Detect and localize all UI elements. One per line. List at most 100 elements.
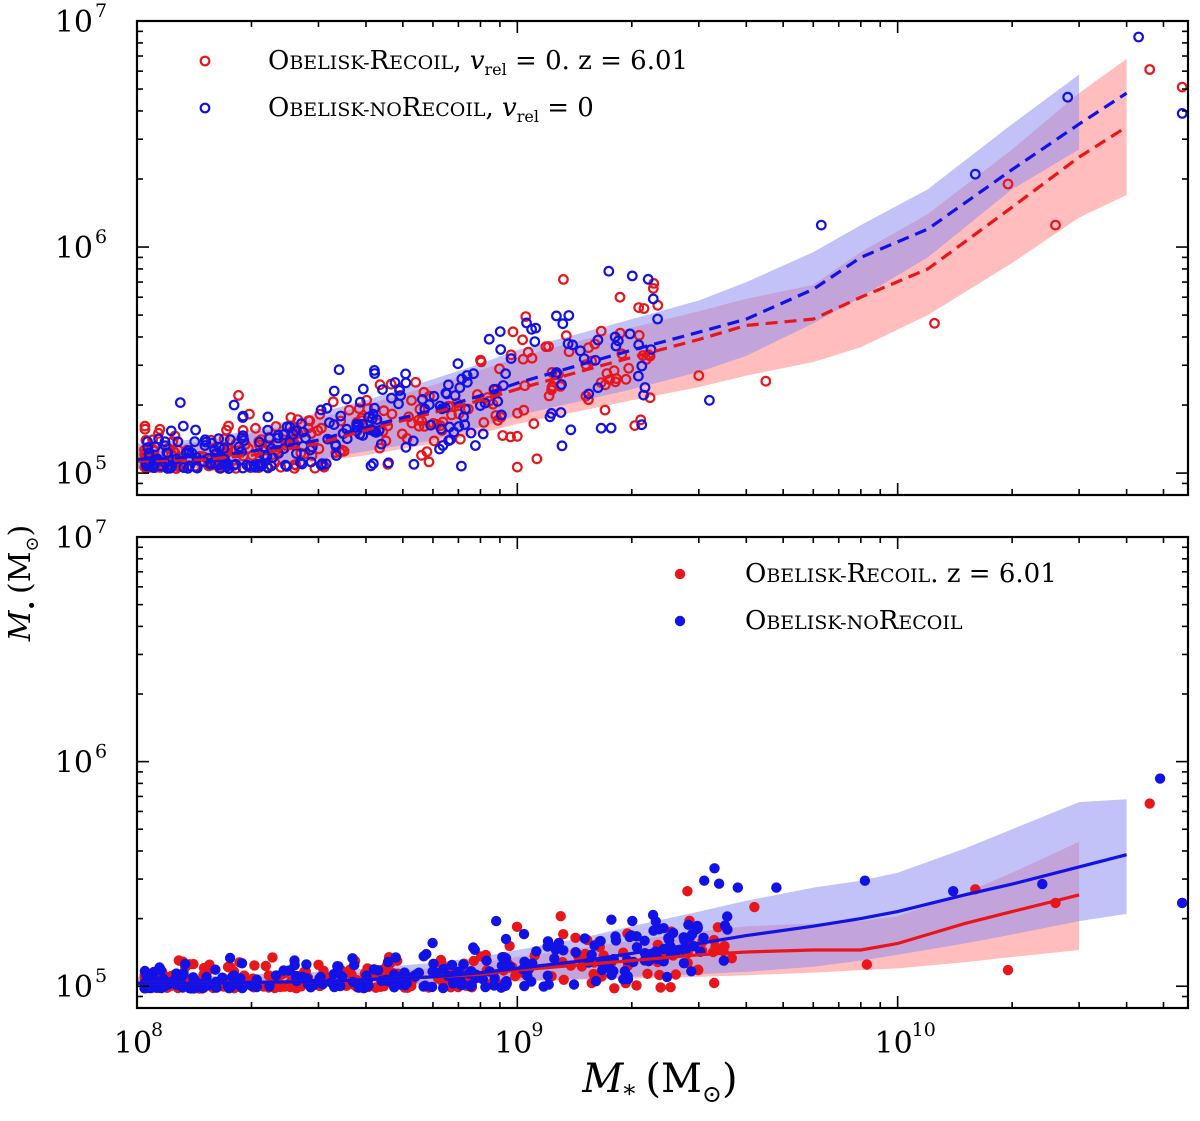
top-norecoil-point <box>500 368 512 380</box>
top-norecoil-point <box>369 365 380 376</box>
bottom-norecoil-point <box>713 878 725 889</box>
top-recoil-point <box>361 394 373 406</box>
top-legend: OBELISK-RECOIL, vrel = 0. z = 6.01 OBELIS… <box>199 46 688 126</box>
bottom-norecoil-point <box>661 971 673 983</box>
top-norecoil-point <box>159 436 171 448</box>
bottom-recoil-point <box>655 982 666 993</box>
top-norecoil-point <box>425 419 437 431</box>
bottom-norecoil-point <box>610 931 621 942</box>
bottom-norecoil-point <box>542 970 553 981</box>
bottom-norecoil-point <box>446 959 458 971</box>
bottom-norecoil-point <box>627 915 638 927</box>
bottom-norecoil-point <box>531 946 542 957</box>
top-plot-area <box>137 31 1188 475</box>
top-norecoil-point <box>563 310 575 321</box>
top-y-tick-label: 10 <box>55 231 93 266</box>
top-recoil-point <box>406 417 418 429</box>
top-recoil-outlier <box>693 370 705 382</box>
bottom-norecoil-point <box>451 976 462 987</box>
top-norecoil-point <box>224 434 236 446</box>
top-recoil-point <box>647 283 659 294</box>
top-norecoil-point <box>357 383 369 395</box>
bottom-recoil-point <box>609 983 620 994</box>
top-norecoil-point <box>636 360 648 372</box>
bottom-norecoil-point <box>606 969 617 981</box>
svg-text:M•(M⊙): M•(M⊙) <box>3 525 43 643</box>
top-norecoil-point <box>636 419 648 431</box>
top-norecoil-point <box>470 440 481 451</box>
bottom-legend-label-recoil: OBELISK-RECOIL. z = 6.01 <box>745 559 1057 589</box>
top-recoil-point <box>490 410 502 421</box>
top-recoil-outlier <box>1144 64 1156 75</box>
top-norecoil-point <box>142 442 154 453</box>
top-recoil-outlier <box>1050 219 1061 231</box>
top-norecoil-point <box>639 382 651 393</box>
bottom-norecoil-outlier <box>948 886 959 897</box>
top-norecoil-point <box>383 457 394 469</box>
top-norecoil-outlier <box>1176 107 1188 119</box>
top-norecoil-point <box>496 409 507 421</box>
bottom-recoil-outlier <box>1144 798 1155 809</box>
bottom-recoil-point <box>222 961 234 973</box>
bottom-norecoil-point <box>236 958 248 969</box>
bottom-recoil-outlier <box>1002 964 1014 976</box>
top-recoil-point <box>511 430 523 442</box>
bottom-norecoil-point <box>678 958 690 969</box>
bottom-norecoil-outlier <box>709 863 720 874</box>
top-y-tick-label: 10 <box>55 5 93 40</box>
x-tick-exponent: 8 <box>151 1019 163 1041</box>
bottom-norecoil-point <box>499 979 510 990</box>
top-norecoil-outlier <box>704 394 715 406</box>
top-recoil-point <box>223 420 234 432</box>
top-norecoil-point <box>386 392 397 404</box>
top-recoil-point <box>478 417 490 428</box>
top-recoil-point <box>416 449 427 461</box>
bottom-norecoil-outlier <box>491 915 502 927</box>
y-axis-label: M•(M⊙) <box>3 525 43 643</box>
top-norecoil-point <box>408 458 420 470</box>
bottom-norecoil-point <box>639 935 650 946</box>
top-norecoil-point <box>452 358 464 370</box>
bottom-norecoil-point <box>648 925 659 936</box>
top-recoil-point <box>633 302 645 314</box>
top-recoil-point <box>546 382 558 393</box>
bottom-recoil-point <box>263 970 274 981</box>
top-norecoil-outlier <box>174 397 186 409</box>
top-norecoil-point <box>189 436 201 448</box>
bottom-norecoil-outlier <box>859 875 871 886</box>
top-recoil-point <box>343 404 355 416</box>
top-norecoil-point <box>330 440 342 452</box>
top-norecoil-point <box>199 440 211 451</box>
bottom-recoil-point <box>188 958 199 970</box>
bottom-y-tick-label: 10 <box>55 746 93 781</box>
x-tick-label: 10 <box>494 1026 532 1061</box>
top-norecoil-point <box>556 440 568 452</box>
top-norecoil-point <box>280 459 291 471</box>
top-norecoil-point <box>565 424 577 436</box>
top-norecoil-point <box>521 317 532 329</box>
top-norecoil-point <box>562 338 574 350</box>
top-norecoil-band <box>137 74 1080 469</box>
top-recoil-point <box>638 303 650 314</box>
top-norecoil-outlier <box>1062 91 1074 103</box>
bottom-norecoil-point <box>538 981 549 992</box>
top-norecoil-point <box>612 335 624 347</box>
top-norecoil-point <box>353 419 364 431</box>
top-norecoil-point <box>441 388 453 400</box>
top-norecoil-point <box>479 397 491 409</box>
top-recoil-point <box>386 408 398 420</box>
top-recoil-point <box>446 409 457 421</box>
top-norecoil-point <box>296 458 308 470</box>
top-norecoil-point <box>341 393 352 405</box>
bottom-recoil-point <box>558 929 569 940</box>
top-recoil-point <box>543 341 554 352</box>
top-norecoil-point <box>367 413 378 425</box>
bottom-norecoil-point <box>390 952 401 963</box>
top-recoil-point <box>410 376 422 388</box>
top-norecoil-point <box>164 462 176 474</box>
top-norecoil-point <box>652 313 663 325</box>
top-norecoil-point <box>603 265 615 277</box>
top-recoil-outlier <box>929 317 940 329</box>
top-norecoil-point <box>262 411 274 423</box>
bottom-norecoil-point <box>718 955 729 966</box>
